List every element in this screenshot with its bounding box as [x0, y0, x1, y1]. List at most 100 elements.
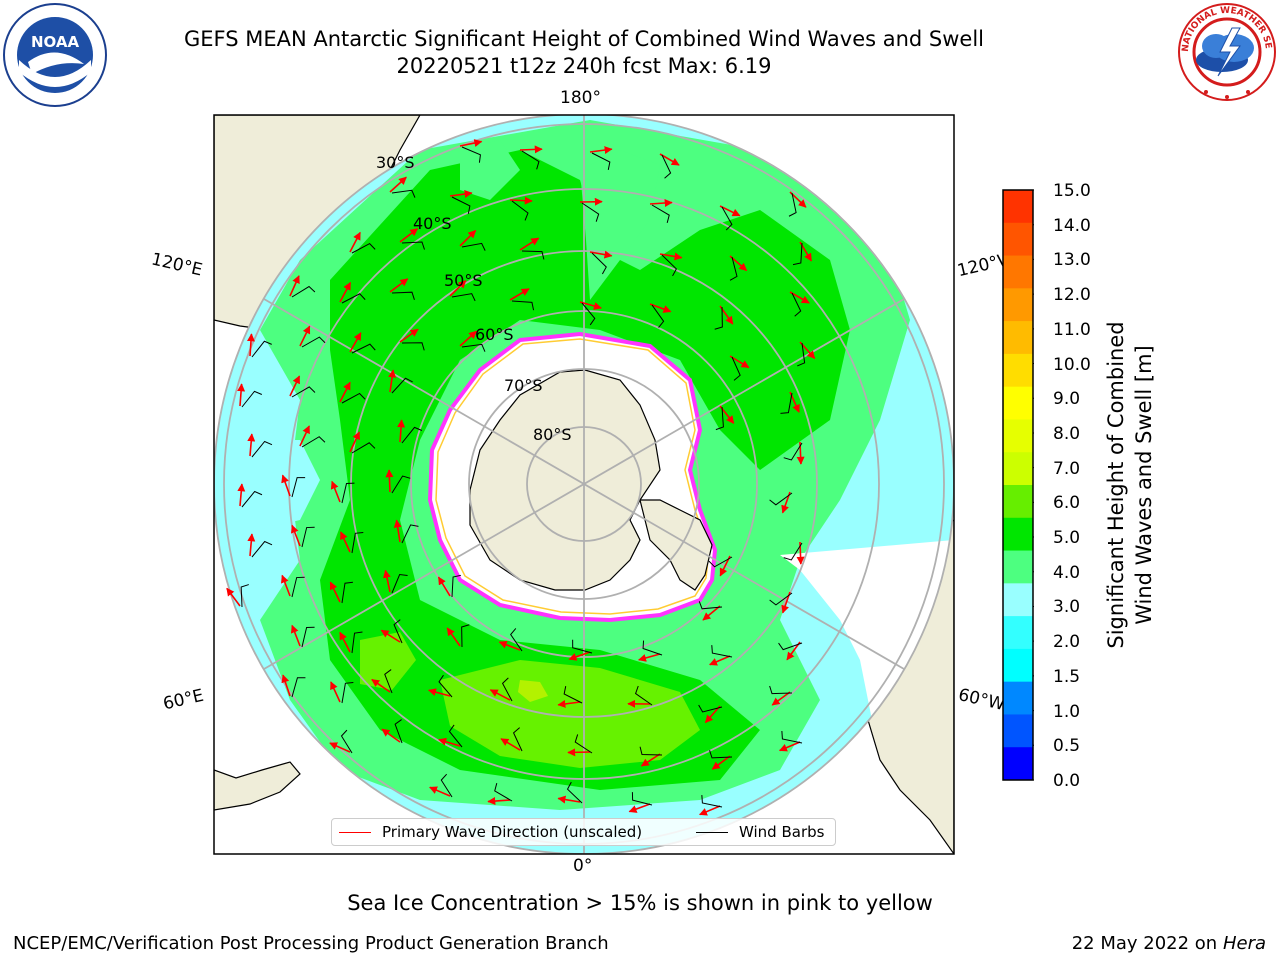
- lat-label-60s: 60°S: [475, 325, 514, 344]
- wave-arrow: [519, 145, 543, 154]
- wind-barb: [394, 719, 403, 744]
- wind-barb-legend-line: [696, 832, 728, 833]
- colorbar-segment: [1003, 747, 1033, 781]
- colorbar-tick-label: 1.5: [1053, 666, 1081, 687]
- wave-arrow: [438, 737, 461, 747]
- wind-barb: [591, 152, 611, 170]
- wind-barb: [651, 304, 665, 328]
- wave-arrow: [557, 699, 581, 708]
- wave-arrow: [289, 375, 301, 397]
- wind-barb: [698, 601, 723, 610]
- wave-arrow: [459, 139, 483, 147]
- wave-arrow: [397, 419, 406, 443]
- wind-barbs: [240, 146, 806, 808]
- wave-arrow: [299, 325, 311, 347]
- wind-barb: [769, 685, 793, 695]
- nws-logo: NATIONAL WEATHER SERVICE: [1176, 2, 1276, 101]
- wind-barb: [391, 189, 416, 198]
- wind-barb: [340, 729, 353, 754]
- wind-barb: [501, 677, 513, 702]
- wind-barb: [783, 442, 803, 461]
- sea-ice-yellow-edge: [435, 338, 710, 615]
- colorbar-segment: [1003, 353, 1033, 388]
- colorbar-tick-label: 15.0: [1053, 181, 1091, 201]
- wind-barb: [661, 254, 677, 277]
- wave-arrow: [280, 574, 291, 597]
- wind-barb: [698, 704, 723, 713]
- wind-barb: [791, 292, 802, 317]
- wave-arrow: [659, 252, 683, 261]
- wave-peak-6m: [518, 680, 548, 702]
- wave-arrow: [568, 651, 591, 661]
- wind-barb: [783, 542, 803, 561]
- wind-barb: [291, 677, 306, 698]
- colorbar-tick-label: 12.0: [1053, 285, 1091, 306]
- wave-arrow: [393, 519, 402, 543]
- colorbar-segment: [1003, 583, 1033, 617]
- wind-barb: [566, 781, 583, 804]
- date-text: 22 May 2022 on Hera: [1072, 933, 1266, 954]
- wind-barb: [572, 639, 593, 654]
- wave-arrow: [519, 237, 540, 251]
- wind-barb: [451, 293, 476, 302]
- wind-barb: [494, 783, 513, 802]
- colorbar-label: Significant Height of Combined Wind Wave…: [1102, 255, 1158, 715]
- colorbar-segment: [1003, 255, 1033, 289]
- colorbar-tick-label: 1.0: [1053, 701, 1081, 722]
- wind-barb: [721, 206, 733, 231]
- colorbar-segment: [1003, 386, 1033, 420]
- noaa-logo: NOAA: [3, 3, 107, 107]
- wind-barb: [788, 192, 797, 217]
- wind-barb: [251, 440, 273, 458]
- wind-barb: [451, 574, 461, 598]
- wind-barb: [291, 477, 306, 498]
- wave-arrow: [698, 805, 721, 816]
- wave-arrow: [628, 803, 651, 813]
- wind-barb: [291, 576, 305, 598]
- wave-arrow: [729, 355, 750, 369]
- wind-barb: [391, 475, 411, 494]
- lon-label-180: 180°: [560, 88, 601, 108]
- wave-arrow: [388, 369, 397, 393]
- wave-arrow: [459, 229, 477, 247]
- wave-arrow: [771, 691, 791, 706]
- colorbar-tick-label: 3.0: [1053, 597, 1081, 618]
- date-value: 22 May 2022 on: [1071, 933, 1218, 954]
- wave-arrow: [290, 524, 301, 547]
- colorbar-tick-label: 5.0: [1053, 528, 1081, 549]
- map-legend: Primary Wave Direction (unscaled) Wind B…: [331, 818, 836, 846]
- antarctica-land: [469, 369, 661, 591]
- wind-barb: [301, 336, 326, 348]
- colorbar-tick-label: 4.0: [1053, 562, 1081, 583]
- sea-ice-note: Sea Ice Concentration > 15% is shown in …: [347, 891, 933, 915]
- colorbar-tick-label: 13.0: [1053, 250, 1091, 271]
- wave-arrow: [289, 275, 300, 297]
- chart-title: GEFS MEAN Antarctic Significant Height o…: [183, 27, 985, 51]
- wave-arrow: [371, 678, 391, 693]
- wind-barb: [401, 342, 425, 351]
- wind-barb: [351, 242, 376, 254]
- wave-arrow: [329, 581, 341, 603]
- wind-barb: [574, 734, 593, 754]
- colorbar-tick-label: 2.0: [1053, 632, 1081, 653]
- wave-arrow: [237, 383, 246, 407]
- wave-arrow: [589, 146, 613, 155]
- wind-barb: [631, 792, 653, 806]
- wave-arrow: [437, 576, 451, 597]
- colorbar-segment: [1003, 288, 1033, 322]
- wind-barb: [780, 392, 793, 414]
- wind-barb: [661, 154, 672, 179]
- credit-text: NCEP/EMC/Verification Post Processing Pr…: [13, 933, 609, 954]
- wind-barb: [778, 642, 803, 651]
- wave-arrow: [704, 705, 721, 724]
- wave-arrow: [330, 681, 341, 703]
- lat-label-30s: 30°S: [376, 153, 415, 172]
- wind-barb: [301, 436, 326, 448]
- wind-barb: [391, 573, 408, 594]
- wind-barb: [701, 795, 723, 808]
- wave-arrow: [349, 332, 362, 353]
- colorbar-tick-label: 0.5: [1053, 736, 1081, 757]
- colorbar: [1002, 189, 1034, 781]
- wind-barb: [401, 426, 423, 444]
- colorbar-tick-label: 7.0: [1053, 458, 1081, 479]
